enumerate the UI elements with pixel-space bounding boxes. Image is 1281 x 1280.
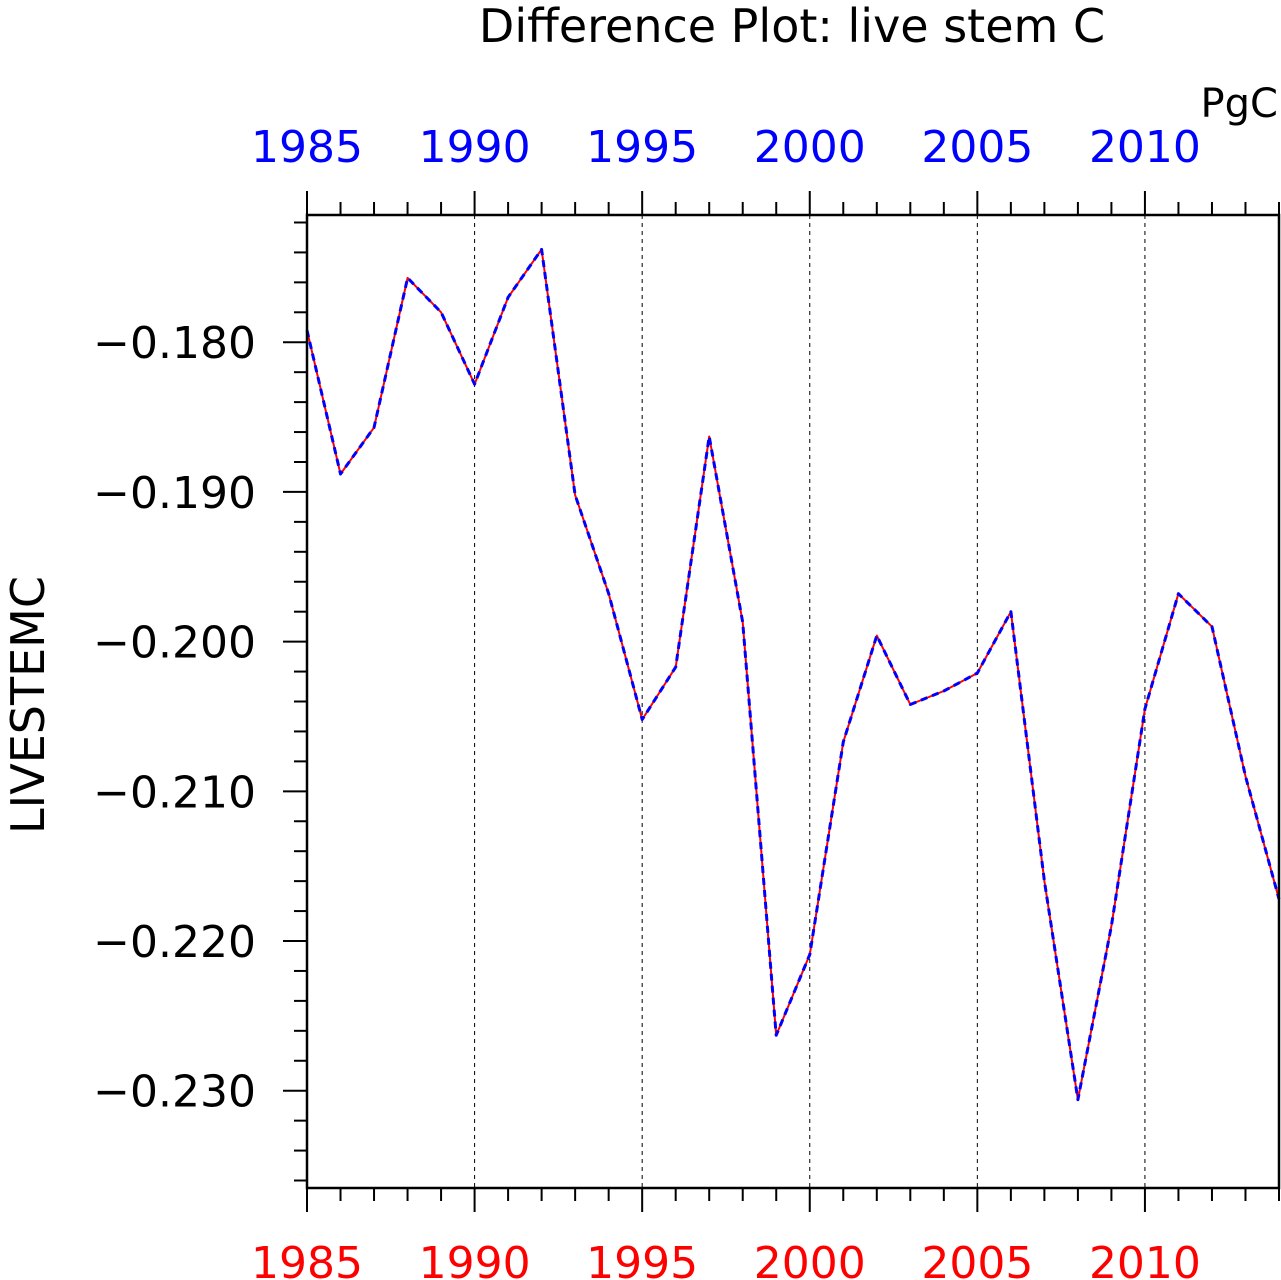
label-layer: 1985 1985 1990 1990 1995 1995 2000 2000 2005 2005… [93,122,1201,1280]
x-tick-label-bottom: 1995 [586,1238,698,1280]
y-tick-label: −0.200 [93,618,256,669]
tick-layer [283,191,1280,1212]
x-tick-label-top: 2000 [754,122,866,173]
y-tick-label: −0.210 [93,767,256,818]
series-line-0 [306,248,1280,1101]
y-tick-label: −0.180 [93,318,256,369]
series-layer [305,247,1281,1102]
series-line-1 [305,247,1281,1102]
x-tick-label-bottom: 2000 [754,1238,866,1280]
y-axis-label: LIVESTEMC [1,576,55,834]
x-tick-label-top: 1995 [586,122,698,173]
x-tick-label-top: 2010 [1089,122,1201,173]
grid-layer [474,215,1146,1188]
units-label: PgC [1201,81,1278,127]
x-tick-label-top: 2005 [921,122,1033,173]
x-tick-label-top: 1985 [251,122,363,173]
chart-title: Difference Plot: live stem C [479,0,1105,53]
x-tick-label-top: 1990 [419,122,531,173]
x-tick-label-bottom: 1990 [419,1238,531,1280]
y-tick-label: −0.220 [93,917,256,968]
x-tick-label-bottom: 1985 [251,1238,363,1280]
y-tick-label: −0.190 [93,468,256,519]
x-tick-label-bottom: 2010 [1089,1238,1201,1280]
y-tick-label: −0.230 [93,1067,256,1118]
x-tick-label-bottom: 2005 [921,1238,1033,1280]
plot-frame [305,213,1281,1190]
